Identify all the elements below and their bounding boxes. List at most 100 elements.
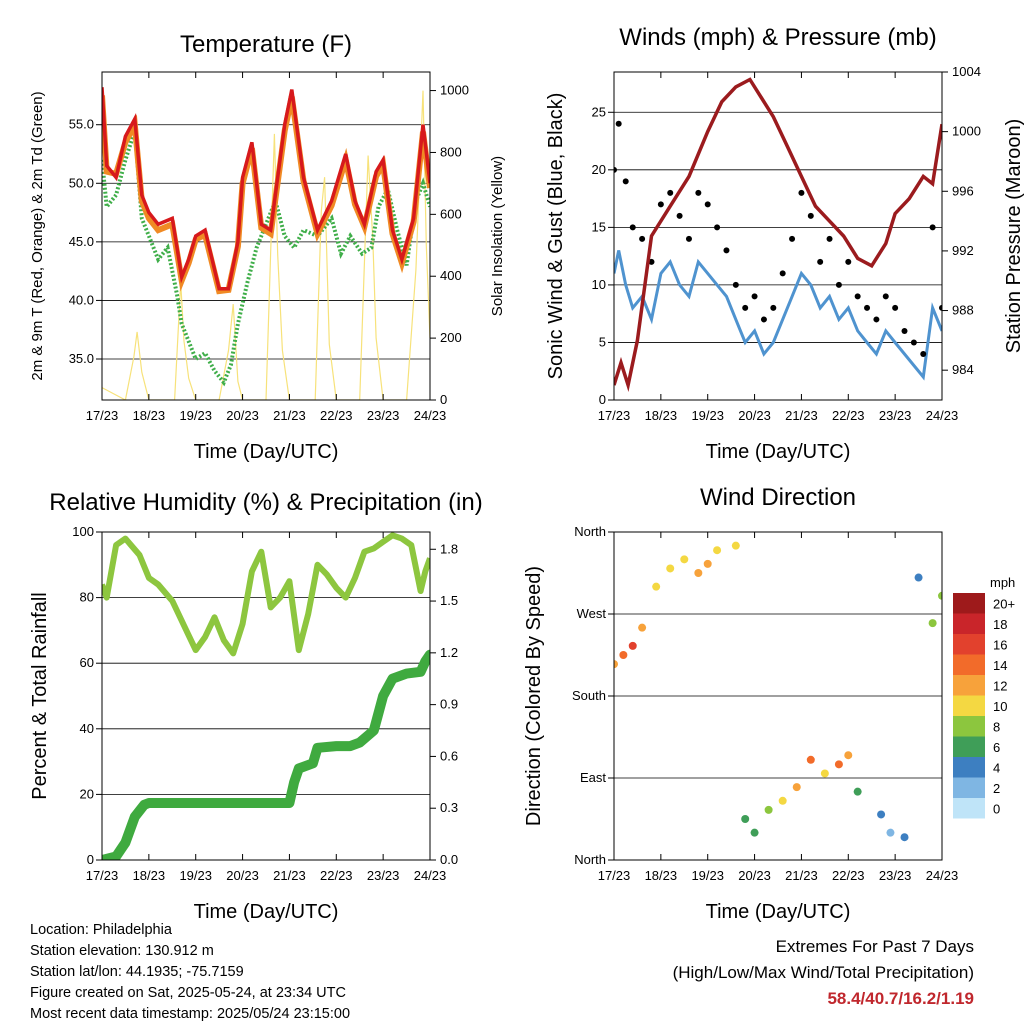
humidity-xtick-label: 19/23 <box>179 868 212 883</box>
gust-point <box>854 293 861 300</box>
temperature-panel: Temperature (F) 17/23 18/23 19/23 20/23 21/2… <box>29 31 506 463</box>
gust-point <box>835 281 842 288</box>
temperature-yticks: 35.0 40.0 45.0 50.0 55.0 <box>69 117 102 366</box>
winds-xtick-label: 24/23 <box>926 408 959 423</box>
gust-point <box>615 120 622 127</box>
gust-point <box>845 258 852 265</box>
humidity-xtick-label: 18/23 <box>133 868 166 883</box>
gust-point <box>807 212 814 219</box>
winds-ytick-label: 25 <box>592 104 606 119</box>
temperature-ytick-right-label: 400 <box>440 268 462 283</box>
humidity-xticks: 17/23 18/23 19/23 20/23 21/23 22/23 23/23 24/23 <box>86 532 447 883</box>
speed-legend-swatch <box>953 634 985 655</box>
humidity-ytick-label: 0 <box>87 852 94 867</box>
direction-xtick-label: 21/23 <box>785 868 818 883</box>
winds-ytick-label: 15 <box>592 219 606 234</box>
direction-ytick-label: North <box>574 524 606 539</box>
temperature-xtick-label: 24/23 <box>414 408 447 423</box>
wind-speed-line <box>614 250 942 381</box>
gust-point <box>910 339 917 346</box>
direction-point <box>778 796 787 805</box>
winds-yticks: 0 5 10 15 20 25 <box>592 104 614 407</box>
extremes-subheading: (High/Low/Max Wind/Total Precipitation) <box>672 963 974 982</box>
direction-point <box>731 541 740 550</box>
gust-point <box>639 235 646 242</box>
speed-legend-label: 0 <box>993 801 1000 816</box>
winds-panel: Winds (mph) & Pressure (mb) 17/23 18/23 19… <box>545 24 1024 463</box>
precip-line <box>102 649 430 860</box>
speed-legend-swatch <box>953 716 985 737</box>
humidity-ytick-label: 20 <box>80 786 94 801</box>
gust-point <box>864 304 871 311</box>
speed-legend-entries: 20+ 18 16 14 12 10 8 6 4 2 0 <box>953 593 1015 819</box>
speed-legend: mph 20+ 18 16 14 12 10 8 6 4 2 0 <box>953 575 1015 819</box>
humidity-yticks-right: 0.0 0.3 0.6 0.9 1.2 1.5 1.8 <box>430 541 458 867</box>
winds-ytick-right-label: 984 <box>952 362 974 377</box>
temperature-hgrid <box>102 124 430 360</box>
gust-point <box>751 293 758 300</box>
direction-xtick-label: 18/23 <box>645 868 678 883</box>
temperature-ytick-label: 55.0 <box>69 117 94 132</box>
humidity-xtick-label: 24/23 <box>414 868 447 883</box>
temperature-xlabel: Time (Day/UTC) <box>194 441 339 463</box>
direction-points <box>614 541 942 842</box>
winds-ytick-label: 5 <box>599 334 606 349</box>
direction-point <box>928 619 937 628</box>
direction-xtick-label: 23/23 <box>879 868 912 883</box>
direction-point <box>703 559 712 568</box>
speed-legend-swatch <box>953 695 985 716</box>
gust-point <box>732 281 739 288</box>
direction-yticks: North East South West North <box>572 524 614 867</box>
direction-xtick-label: 19/23 <box>691 868 724 883</box>
info-location: Location: Philadelphia <box>30 922 172 938</box>
gust-point <box>648 258 655 265</box>
direction-point <box>628 641 637 650</box>
direction-xtick-label: 17/23 <box>598 868 631 883</box>
direction-point <box>900 833 909 842</box>
direction-point <box>638 623 647 632</box>
winds-xtick-label: 18/23 <box>645 408 678 423</box>
humidity-title: Relative Humidity (%) & Precipitation (i… <box>49 489 482 516</box>
speed-legend-swatch <box>953 777 985 798</box>
direction-point <box>886 828 895 837</box>
humidity-xtick-label: 17/23 <box>86 868 119 883</box>
winds-frame <box>613 71 943 401</box>
direction-point <box>713 546 722 555</box>
direction-point <box>938 591 942 600</box>
info-created: Figure created on Sat, 2025-05-24, at 23… <box>30 985 346 1001</box>
speed-legend-label: 16 <box>993 637 1007 652</box>
humidity-yticks: 0 20 40 60 80 100 <box>72 524 102 867</box>
winds-xtick-label: 19/23 <box>691 408 724 423</box>
humidity-ytick-right-label: 1.2 <box>440 645 458 660</box>
direction-point <box>619 651 628 659</box>
temperature-ylabel-right: Solar Insolation (Yellow) <box>489 156 506 316</box>
temperature-ytick-right-label: 0 <box>440 392 447 407</box>
gust-point <box>826 235 833 242</box>
pressure-line <box>614 77 942 393</box>
winds-ytick-right-label: 996 <box>952 183 974 198</box>
winds-ytick-right-label: 988 <box>952 303 974 318</box>
gust-point <box>892 304 899 311</box>
direction-point <box>666 564 675 573</box>
direction-point <box>680 555 689 564</box>
speed-legend-label: 4 <box>993 760 1000 775</box>
gust-point <box>939 304 942 311</box>
humidity-ytick-right-label: 0.3 <box>440 800 458 815</box>
humidity-ytick-right-label: 0.6 <box>440 748 458 763</box>
gust-point <box>714 224 721 231</box>
humidity-ytick-right-label: 1.8 <box>440 541 458 556</box>
direction-ylabel: Direction (Colored By Speed) <box>523 566 545 826</box>
temperature-plot-area <box>102 87 430 400</box>
speed-legend-swatch <box>953 757 985 778</box>
station-info: Location: Philadelphia Station elevation… <box>30 920 350 1025</box>
humidity-ytick-right-label: 1.5 <box>440 593 458 608</box>
gust-point <box>882 293 889 300</box>
gust-point <box>667 189 674 196</box>
gust-point <box>657 201 664 208</box>
speed-legend-label: 14 <box>993 658 1007 673</box>
gust-points <box>614 120 942 357</box>
winds-ytick-label: 20 <box>592 162 606 177</box>
gust-point <box>873 316 880 323</box>
winds-ytick-right-label: 992 <box>952 243 974 258</box>
humidity-panel: Relative Humidity (%) & Precipitation (i… <box>29 489 483 923</box>
